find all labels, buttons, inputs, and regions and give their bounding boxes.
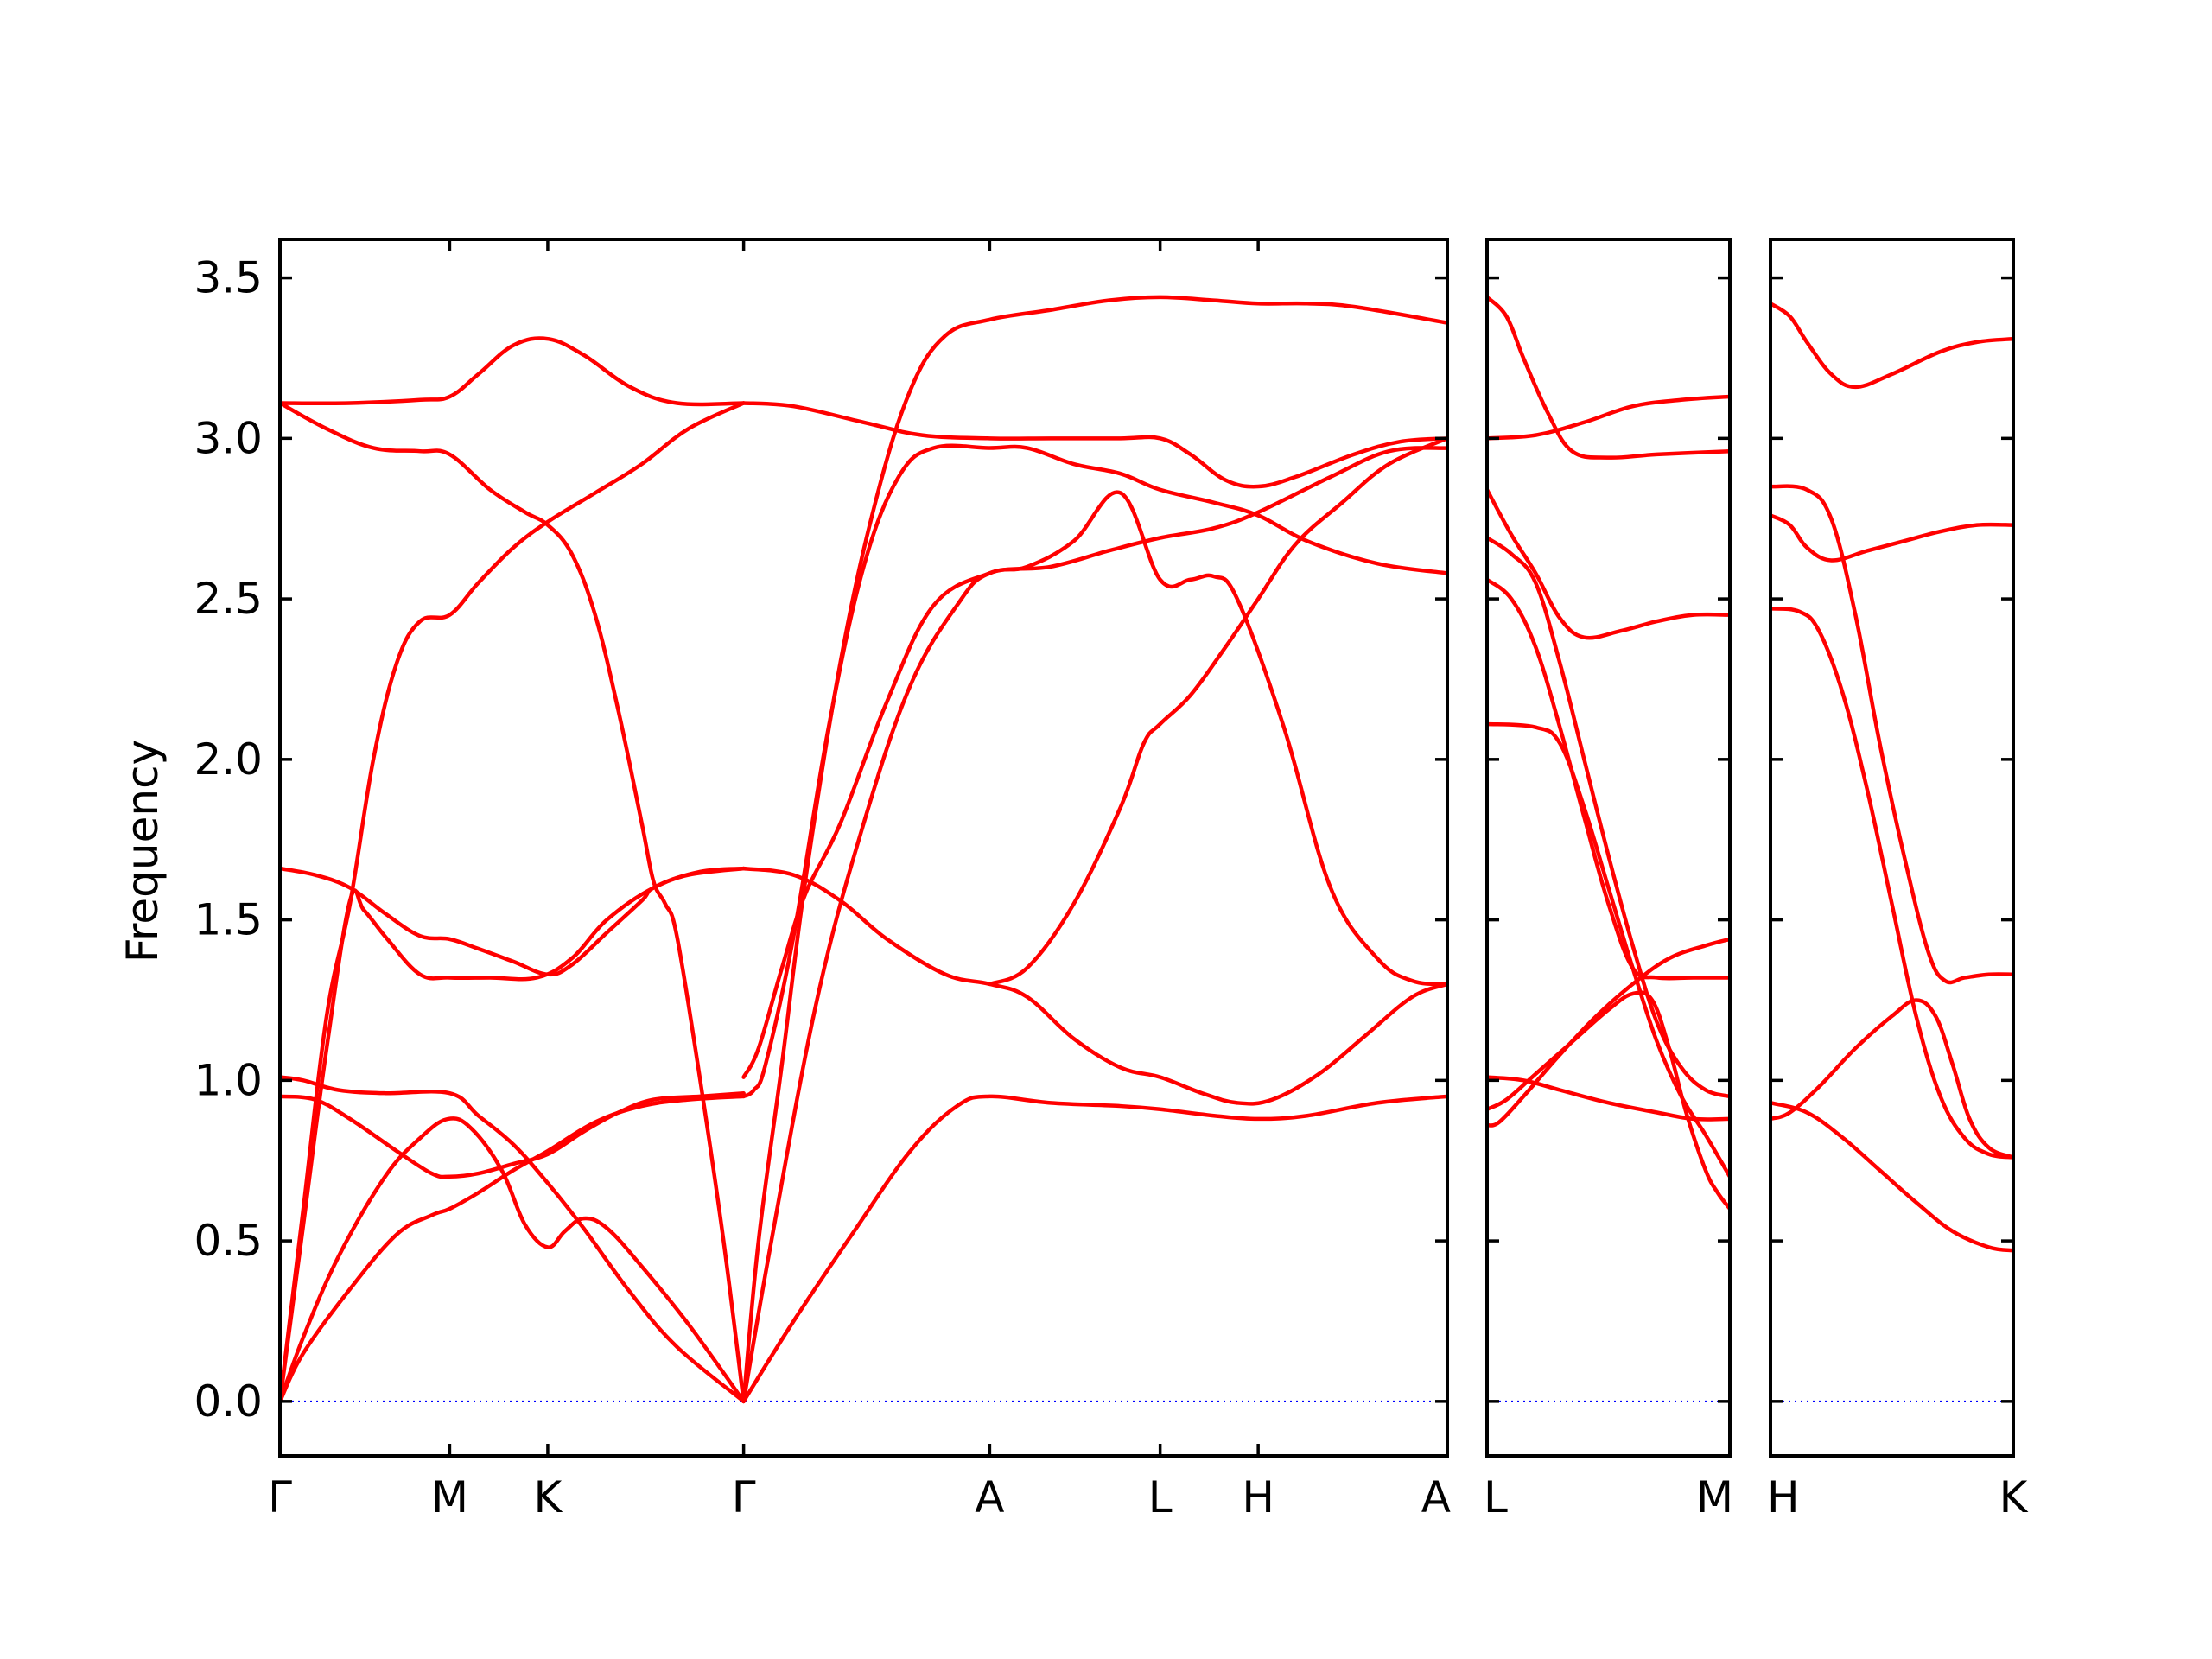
y-tick-label: 3.0 bbox=[194, 413, 263, 463]
band-line-12 bbox=[741, 443, 1447, 1099]
band-line-17 bbox=[988, 436, 1447, 987]
x-tick-label: L bbox=[1148, 1472, 1173, 1522]
band-line-1 bbox=[1487, 937, 1730, 1128]
band-line-14 bbox=[741, 866, 1447, 1106]
band-line-2 bbox=[1487, 990, 1730, 1211]
band-line-8 bbox=[1487, 394, 1730, 441]
y-tick-label: 3.5 bbox=[194, 253, 263, 303]
panel-frame bbox=[1485, 238, 1732, 1458]
x-tick-label: A bbox=[975, 1472, 1004, 1522]
x-tick-label: K bbox=[534, 1472, 563, 1522]
x-tick-label: A bbox=[1421, 1472, 1451, 1522]
x-tick-label: L bbox=[1484, 1472, 1508, 1522]
y-tick-label: 2.5 bbox=[194, 574, 263, 624]
band-line-15 bbox=[741, 401, 1447, 489]
band-line-8 bbox=[280, 336, 746, 407]
x-tick-label: Γ bbox=[732, 1472, 756, 1522]
band-group bbox=[280, 295, 1447, 1404]
band-line-5 bbox=[1770, 484, 2013, 985]
band-line-1 bbox=[1770, 998, 2013, 1160]
plot-area: 0.00.51.01.52.02.53.03.5Γ M K Γ A L H A L M H K bbox=[194, 238, 2029, 1522]
band-line-3 bbox=[280, 866, 746, 1404]
y-tick-label: 1.5 bbox=[194, 895, 263, 945]
y-tick-label: 1.0 bbox=[194, 1055, 263, 1105]
band-line-10 bbox=[741, 1094, 1447, 1404]
band-line-13 bbox=[741, 490, 1447, 1079]
y-axis-label: Frequency bbox=[118, 740, 168, 963]
x-tick-label: H bbox=[1242, 1472, 1274, 1522]
band-line-1 bbox=[280, 1116, 746, 1404]
band-group bbox=[1770, 302, 2013, 1253]
band-line-7 bbox=[280, 401, 746, 1404]
band-line-11 bbox=[741, 446, 1447, 1404]
band-line-4 bbox=[1487, 721, 1730, 1179]
x-tick-label: M bbox=[1696, 1472, 1733, 1522]
x-tick-label: H bbox=[1767, 1472, 1800, 1522]
band-line-5 bbox=[280, 1075, 746, 1404]
panel-frame bbox=[1769, 238, 2015, 1458]
y-tick-label: 0.0 bbox=[194, 1376, 263, 1427]
band-line-2 bbox=[280, 1094, 746, 1404]
band-line-6 bbox=[1487, 536, 1730, 1099]
band-line-4 bbox=[280, 1090, 746, 1179]
band-line-16 bbox=[741, 295, 1447, 1404]
y-tick-label: 0.5 bbox=[194, 1216, 263, 1266]
band-group bbox=[1487, 295, 1730, 1211]
x-tick-label: Γ bbox=[268, 1472, 292, 1522]
band-line-5 bbox=[1487, 577, 1730, 981]
band-line-4 bbox=[1770, 513, 2013, 563]
band-line-9 bbox=[280, 401, 746, 1404]
panel-frame bbox=[278, 238, 1449, 1458]
band-line-3 bbox=[1770, 606, 2013, 1160]
y-tick-label: 2.0 bbox=[194, 734, 263, 785]
x-tick-label: M bbox=[431, 1472, 468, 1522]
band-line-6 bbox=[280, 866, 746, 977]
band-line-9 bbox=[1487, 295, 1730, 460]
band-line-7 bbox=[1487, 487, 1730, 640]
band-line-6 bbox=[1770, 302, 2013, 390]
x-tick-label: K bbox=[1999, 1472, 2029, 1522]
panel-1: 0.0 0.5 1.0 1.5 2.0 2.5 3.0 3.5 Γ M K Γ A L H A bbox=[194, 238, 1451, 1522]
band-line-2 bbox=[1770, 1101, 2013, 1253]
